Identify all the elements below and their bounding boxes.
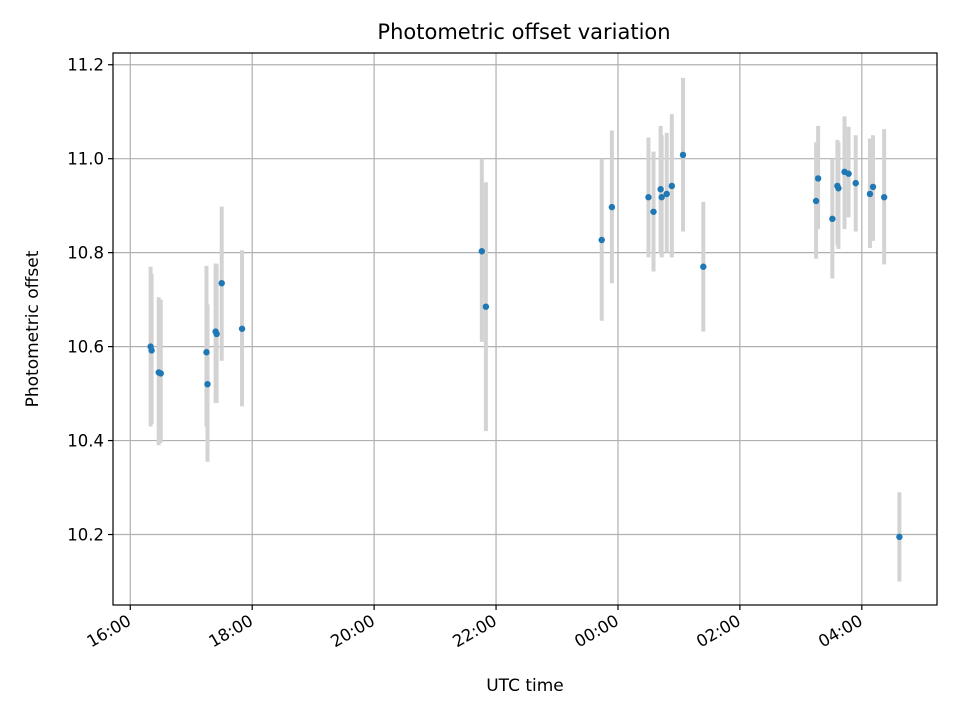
x-tick-label: 20:00: [327, 611, 378, 651]
data-point: [869, 183, 877, 191]
data-point: [668, 182, 676, 190]
data-point: [866, 190, 874, 198]
data-point: [814, 175, 822, 182]
chart-title: Photometric offset variation: [377, 20, 670, 44]
data-point: [645, 194, 652, 201]
data-point: [148, 347, 155, 354]
data-point: [478, 248, 486, 255]
data-point: [482, 303, 490, 310]
data-point: [880, 194, 888, 201]
x-tick-label: 02:00: [693, 611, 744, 651]
data-point: [650, 208, 657, 215]
x-axis-ticks: 16:00 18:00 20:00 22:00 00:00 02:00 04:00: [84, 605, 866, 651]
data-point: [663, 190, 670, 198]
y-axis-label: Photometric offset: [23, 250, 43, 407]
grid-lines: [113, 53, 937, 605]
error-bars: [148, 77, 902, 582]
data-point: [657, 186, 664, 193]
data-points: [147, 151, 903, 541]
data-point: [845, 170, 852, 177]
x-tick-label: 04:00: [815, 611, 866, 651]
data-point: [598, 236, 605, 244]
y-tick-label: 11.2: [67, 56, 104, 75]
y-tick-label: 11.0: [67, 150, 104, 169]
data-point: [852, 179, 859, 187]
y-tick-label: 10.4: [67, 432, 104, 451]
data-point: [700, 263, 707, 270]
data-point: [829, 215, 836, 223]
x-axis-label: UTC time: [486, 676, 564, 696]
data-point: [896, 533, 903, 541]
data-point: [204, 381, 211, 388]
y-tick-label: 10.6: [67, 338, 104, 357]
data-point: [679, 151, 687, 159]
y-tick-label: 10.8: [67, 244, 104, 263]
x-tick-label: 22:00: [449, 611, 500, 651]
data-point: [835, 185, 842, 192]
data-point: [218, 279, 225, 287]
data-point: [812, 197, 820, 205]
data-point: [238, 325, 246, 332]
data-point: [658, 194, 665, 201]
data-point: [608, 203, 616, 211]
x-tick-label: 00:00: [571, 611, 622, 651]
y-axis-ticks: 10.2 10.4 10.6 10.8 11.0 11.2: [67, 56, 113, 545]
data-point: [203, 349, 210, 356]
data-point: [157, 370, 164, 377]
x-tick-label: 18:00: [206, 611, 257, 651]
plot-frame: [112, 52, 938, 606]
data-point: [213, 330, 220, 338]
x-tick-label: 16:00: [84, 611, 135, 651]
y-tick-label: 10.2: [67, 526, 104, 545]
